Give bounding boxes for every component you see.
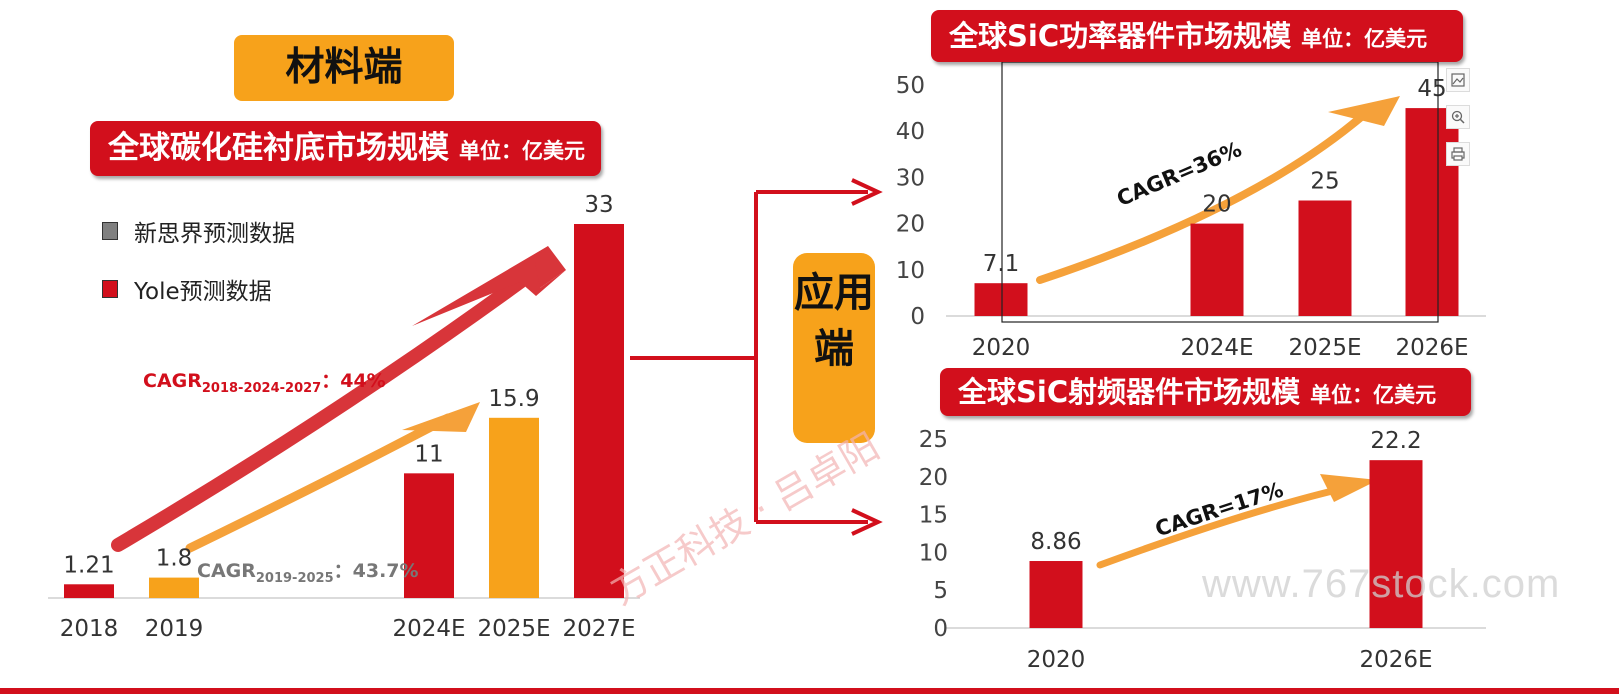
power-title: 全球SiC功率器件市场规模 [949, 19, 1292, 53]
cagr-xsj-sub: 2019-2025 [255, 570, 334, 586]
legend-label-yole: Yole预测数据 [134, 279, 272, 305]
zoom-icon [1451, 110, 1465, 124]
site-watermark: www.767stock.com [1202, 562, 1561, 606]
y-tick-label: 5 [933, 578, 948, 604]
data-label: 25 [1310, 169, 1339, 195]
y-tick-label: 20 [919, 465, 948, 491]
bar [1298, 200, 1352, 316]
data-label: 22.2 [1370, 428, 1421, 454]
data-label: 1.21 [63, 552, 114, 578]
rf-chart: 0 5 10 15 20 25 8.86 2020 22.2 2026E [919, 427, 1486, 673]
y-tick-label: 0 [933, 616, 948, 642]
y-tick-label: 25 [919, 427, 948, 453]
bar [489, 417, 539, 598]
substrate-title: 全球碳化硅衬底市场规模 [108, 130, 449, 166]
legend: 新思界预测数据 Yole预测数据 [102, 214, 295, 306]
data-label: 11 [414, 441, 443, 467]
y-tick-label: 10 [896, 258, 925, 284]
legend-label-xsj: 新思界预测数据 [134, 221, 295, 247]
yole-growth-arrow [111, 246, 566, 552]
substrate-unit: 单位：亿美元 [459, 139, 585, 163]
y-tick-label: 15 [919, 503, 948, 529]
cagr-xsj-value: ：43.7% [333, 560, 419, 582]
cagr-yole-value: ：44% [321, 370, 386, 392]
cagr-xsj-prefix: CAGR [197, 560, 256, 582]
bar [1029, 561, 1083, 628]
bar [1369, 460, 1423, 628]
y-tick-label: 0 [910, 304, 925, 330]
bar [149, 577, 199, 598]
power-growth-arrow [1036, 96, 1400, 284]
bar [574, 224, 624, 598]
selection-frame [1001, 61, 1439, 323]
data-label: 15.9 [488, 386, 539, 412]
data-label: 33 [584, 192, 613, 218]
xsj-growth-arrow [185, 402, 480, 553]
y-tick-label: 20 [896, 212, 925, 238]
x-tick-label: 2020 [1027, 647, 1086, 673]
data-label: 7.1 [983, 251, 1020, 277]
y-tick-label: 30 [896, 165, 925, 191]
cagr-yole-annotation: CAGR2018-2024-2027：44% [143, 366, 386, 396]
application-side-text: 应用端 [794, 270, 874, 372]
data-label: 1.8 [156, 546, 193, 572]
cagr-yole-sub: 2018-2024-2027 [201, 380, 322, 396]
cagr-xsj-annotation: CAGR2019-2025：43.7% [197, 556, 419, 586]
y-tick-label: 10 [919, 540, 948, 566]
legend-swatch-red [102, 280, 118, 298]
x-tick-label: 2019 [145, 616, 204, 642]
print-tool-button[interactable] [1446, 142, 1470, 166]
cagr-yole-prefix: CAGR [143, 370, 202, 392]
print-icon [1451, 147, 1465, 161]
rf-unit: 单位：亿美元 [1310, 383, 1437, 407]
y-tick-label: 40 [896, 119, 925, 145]
y-tick-label: 50 [896, 73, 925, 99]
bottom-rule [0, 688, 1619, 694]
application-side-label: 应用端 [793, 253, 875, 443]
substrate-title-banner: 全球碳化硅衬底市场规模 单位：亿美元 [90, 121, 601, 176]
image-icon [1451, 73, 1465, 87]
x-tick-label: 2026E [1395, 335, 1468, 361]
image-tool-button[interactable] [1446, 68, 1470, 92]
x-tick-label: 2025E [477, 616, 550, 642]
bar [64, 584, 114, 598]
legend-item-yole: Yole预测数据 [102, 272, 295, 306]
rf-growth-arrow [1096, 474, 1378, 569]
x-tick-label: 2024E [1180, 335, 1253, 361]
power-unit: 单位：亿美元 [1301, 27, 1428, 51]
x-tick-label: 2026E [1359, 647, 1432, 673]
legend-swatch-gray [102, 222, 118, 240]
connector-arrows [630, 178, 883, 536]
rf-title: 全球SiC射频器件市场规模 [958, 375, 1301, 409]
data-label: 45 [1417, 76, 1446, 102]
data-label: 20 [1202, 192, 1231, 218]
x-tick-label: 2018 [60, 616, 119, 642]
substrate-chart: 1.21 2018 1.8 2019 11 2024E 15.9 2025E 33 2027E [48, 192, 640, 642]
bar [974, 283, 1028, 316]
legend-item-xsj: 新思界预测数据 [102, 214, 295, 248]
bar [1190, 223, 1244, 316]
x-tick-label: 2020 [972, 335, 1031, 361]
material-side-label: 材料端 [234, 35, 454, 101]
power-title-banner: 全球SiC功率器件市场规模 单位：亿美元 [931, 10, 1463, 62]
zoom-tool-button[interactable] [1446, 105, 1470, 129]
bar [404, 473, 454, 598]
x-tick-label: 2025E [1288, 335, 1361, 361]
x-tick-label: 2024E [392, 616, 465, 642]
rf-title-banner: 全球SiC射频器件市场规模 单位：亿美元 [940, 368, 1471, 416]
data-label: 8.86 [1030, 529, 1081, 555]
x-tick-label: 2027E [562, 616, 635, 642]
bar [1405, 108, 1459, 316]
